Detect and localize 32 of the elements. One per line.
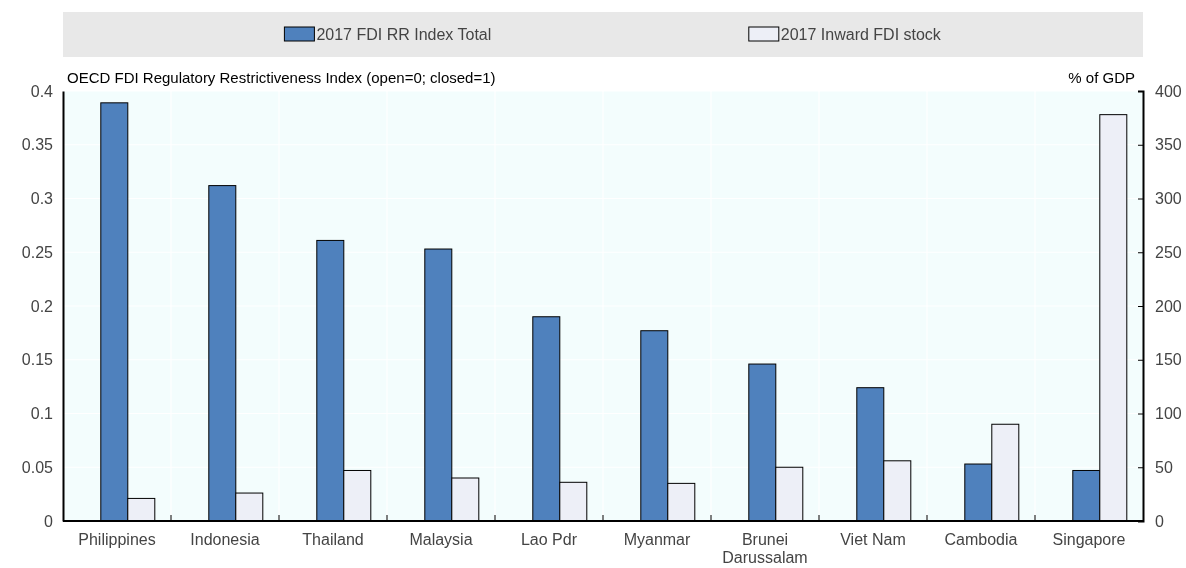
x-tick-label: Singapore [1052,531,1126,548]
x-tick-label: Brunei Darussalam [722,531,808,566]
y2-tick-label: 150 [1155,351,1182,369]
y2-tick-label: 350 [1155,136,1182,154]
y2-tick-label: 200 [1155,297,1182,315]
y2-tick-label: 100 [1155,405,1182,423]
x-tick-label: Viet Nam [840,531,906,548]
y2-tick-label: 250 [1155,243,1182,261]
y-tick-label: 0.15 [21,351,54,369]
x-tick-label: Cambodia [944,531,1018,548]
y2-tick-label: 50 [1155,458,1173,476]
legend-label: 2017 Inward FDI stock [780,26,942,43]
x-tick-label: Indonesia [190,531,260,548]
legend-label: 2017 FDI RR Index Total [316,26,492,43]
y-tick-label: 0.4 [30,82,54,100]
y2-tick-label: 300 [1155,190,1182,208]
y-tick-label: 0.1 [30,405,54,423]
x-tick-label: Myanmar [623,531,692,548]
y2-axis-title: % of GDP [1068,69,1135,86]
y-tick-label: 0.25 [21,243,54,261]
y2-tick-label: 400 [1155,82,1182,100]
y-tick-label: 0.35 [21,136,54,154]
y-tick-label: 0.2 [30,297,54,315]
y-tick-label: 0.3 [30,190,54,208]
y-tick-label: 0 [44,512,54,530]
y2-tick-label: 0 [1155,512,1164,530]
y-axis-title: OECD FDI Regulatory Restrictiveness Index (open=0; closed=1) [67,69,496,86]
x-tick-label: Thailand [302,531,364,548]
x-tick-label: Malaysia [409,531,473,548]
x-tick-label: Philippines [78,531,156,548]
y-tick-label: 0.05 [21,458,54,476]
x-tick-label: Lao Pdr [520,531,578,548]
